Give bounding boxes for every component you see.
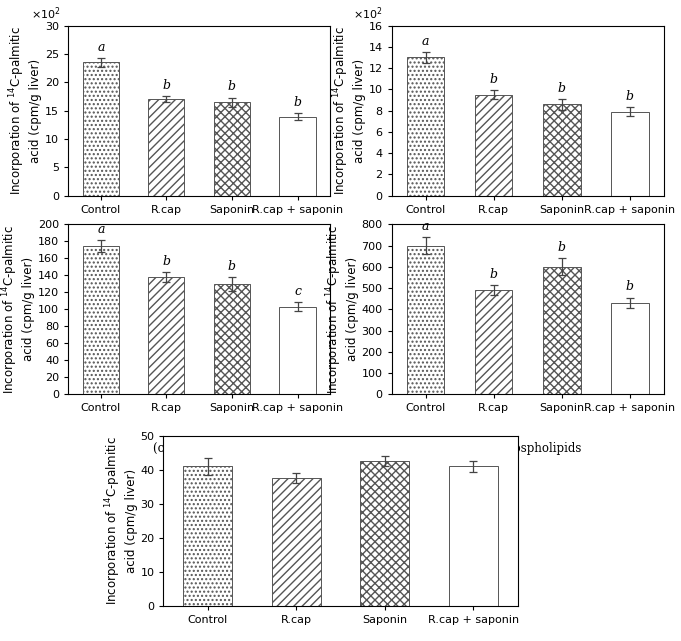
Bar bbox=[543, 267, 581, 394]
Bar bbox=[148, 277, 185, 394]
Y-axis label: Incorporation of $^{14}$C-palmitic
acid (cpm/g liver): Incorporation of $^{14}$C-palmitic acid … bbox=[7, 26, 42, 195]
Text: b: b bbox=[294, 96, 302, 109]
Text: (a)  Total lipids: (a) Total lipids bbox=[155, 243, 244, 256]
Bar bbox=[360, 462, 409, 606]
Bar bbox=[83, 246, 119, 394]
Bar bbox=[407, 246, 444, 394]
Bar bbox=[214, 102, 250, 196]
Text: b: b bbox=[163, 79, 170, 92]
Text: a: a bbox=[97, 40, 105, 54]
Text: $\times10^2$: $\times10^2$ bbox=[31, 6, 61, 22]
Text: a: a bbox=[97, 223, 105, 237]
Text: b: b bbox=[228, 80, 236, 94]
Text: a: a bbox=[422, 220, 430, 233]
Bar bbox=[272, 478, 321, 606]
Text: b: b bbox=[626, 90, 634, 103]
Bar bbox=[279, 117, 315, 196]
Bar bbox=[475, 290, 512, 394]
Text: (b)  Triacylglycerol: (b) Triacylglycerol bbox=[471, 243, 584, 256]
Bar bbox=[543, 104, 581, 196]
Bar bbox=[279, 307, 315, 394]
Text: b: b bbox=[626, 280, 634, 294]
Text: b: b bbox=[558, 241, 566, 254]
Bar bbox=[183, 467, 232, 606]
Bar bbox=[449, 467, 498, 606]
Text: (c)  Cholesterol: (c) Cholesterol bbox=[153, 442, 245, 454]
Bar bbox=[83, 62, 119, 196]
Y-axis label: Incorporation of $^{14}$C-palmitic
acid (cpm/g liver): Incorporation of $^{14}$C-palmitic acid … bbox=[331, 26, 366, 195]
Bar bbox=[475, 95, 512, 196]
Text: c: c bbox=[294, 285, 301, 298]
Text: a: a bbox=[422, 35, 430, 48]
Text: b: b bbox=[490, 73, 498, 86]
Text: b: b bbox=[163, 254, 170, 268]
Y-axis label: Incorporation of $^{14}$C-palmitic
acid (cpm/g liver): Incorporation of $^{14}$C-palmitic acid … bbox=[324, 225, 359, 394]
Y-axis label: Incorporation of $^{14}$C-palmitic
acid (cpm/g liver): Incorporation of $^{14}$C-palmitic acid … bbox=[103, 437, 138, 605]
Bar bbox=[407, 58, 444, 196]
Text: $\times10^2$: $\times10^2$ bbox=[353, 6, 383, 22]
Bar bbox=[612, 112, 648, 196]
Text: b: b bbox=[228, 260, 236, 273]
Bar bbox=[148, 99, 185, 196]
Text: (d)  Phospholipids: (d) Phospholipids bbox=[474, 442, 582, 454]
Bar bbox=[612, 303, 648, 394]
Text: b: b bbox=[558, 81, 566, 95]
Text: b: b bbox=[490, 268, 498, 281]
Bar bbox=[214, 284, 250, 394]
Y-axis label: Incorporation of $^{14}$C-palmitic
acid (cpm/g liver): Incorporation of $^{14}$C-palmitic acid … bbox=[1, 225, 35, 394]
